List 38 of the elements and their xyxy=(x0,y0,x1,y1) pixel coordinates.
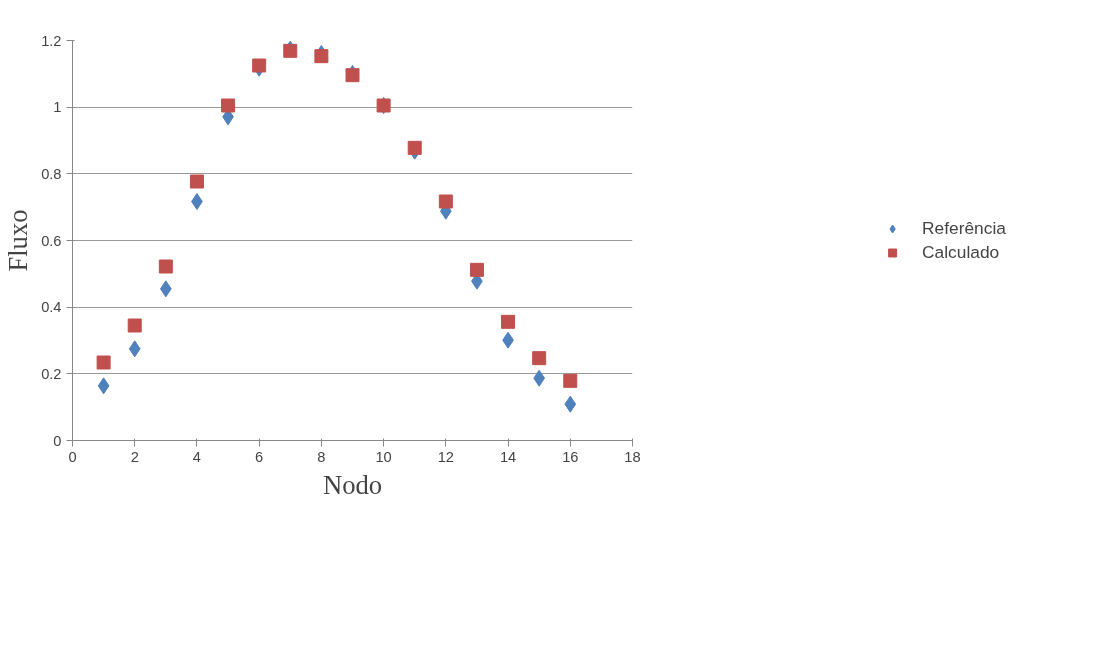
y-axis-title: Fluxo xyxy=(3,209,34,272)
y-tick-label: 0.4 xyxy=(41,299,62,316)
point xyxy=(532,351,547,366)
point xyxy=(189,174,204,189)
x-tick-label: 2 xyxy=(130,448,139,465)
y-tick-label: 0.8 xyxy=(41,165,62,182)
x-tick-label: 12 xyxy=(437,448,454,465)
point xyxy=(407,140,422,155)
point xyxy=(252,58,267,73)
x-tick-label: 0 xyxy=(68,448,77,465)
point xyxy=(128,340,141,358)
point xyxy=(438,194,453,209)
x-tick-label: 16 xyxy=(562,448,579,465)
point xyxy=(221,98,236,113)
legend-label: Calculado xyxy=(922,241,1000,263)
point xyxy=(96,355,111,370)
x-tick-label: 4 xyxy=(192,448,202,465)
y-tick-label: 0 xyxy=(53,432,62,449)
point xyxy=(501,314,516,329)
x-axis-title: Nodo xyxy=(322,469,383,500)
point xyxy=(469,262,484,277)
y-tick-label: 0.6 xyxy=(41,232,62,249)
point xyxy=(127,318,142,333)
x-tick-label: 8 xyxy=(317,448,326,465)
point xyxy=(191,193,203,210)
x-tick-label: 18 xyxy=(624,448,641,465)
y-tick-label: 0.2 xyxy=(41,365,62,382)
y-tick-label: 1 xyxy=(53,99,62,116)
point xyxy=(564,395,577,413)
x-tick-label: 14 xyxy=(499,448,517,465)
y-tick-label: 1.2 xyxy=(41,32,62,49)
point xyxy=(97,377,110,395)
point xyxy=(158,259,173,274)
legend-label: Referência xyxy=(922,217,1006,239)
point xyxy=(563,373,578,388)
point xyxy=(314,49,329,64)
x-tick-label: 10 xyxy=(375,448,392,465)
x-tick-label: 6 xyxy=(255,448,264,465)
